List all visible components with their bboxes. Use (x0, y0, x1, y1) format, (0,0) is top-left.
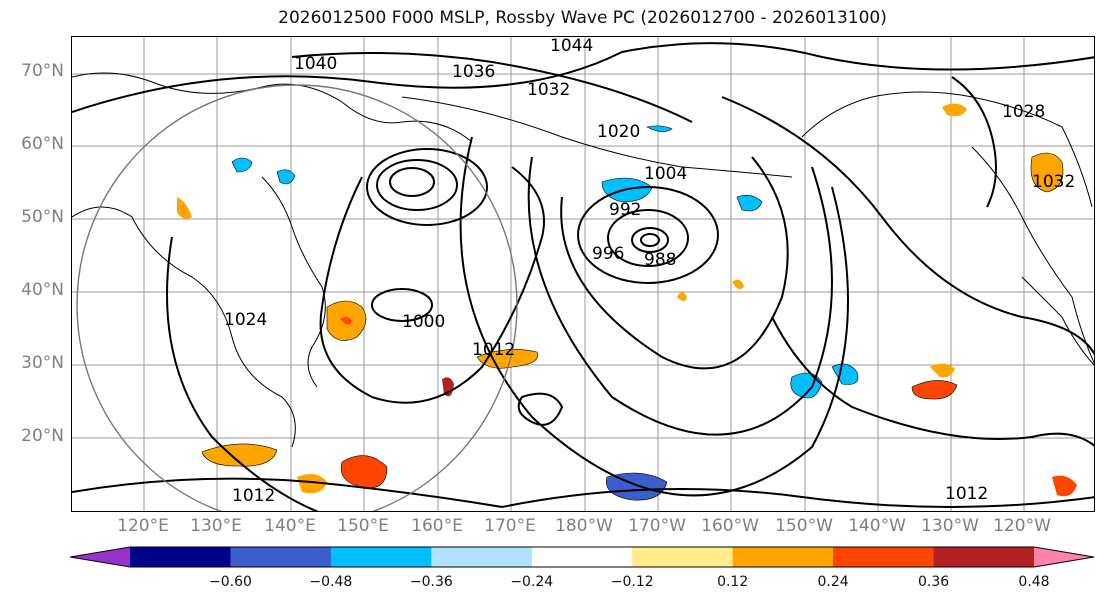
colorbar-tick-label: 0.12 (717, 574, 749, 590)
colorbar-segment (330, 547, 432, 567)
colorbar-segment (130, 547, 231, 567)
isobar-label: 988 (644, 250, 676, 270)
lon-label: 140°E (264, 516, 316, 536)
colorbar-tick-label: −0.12 (610, 574, 654, 590)
lat-label: 40°N (21, 280, 64, 300)
isobar-label: 1004 (644, 164, 687, 184)
colorbar-segment (933, 547, 1035, 567)
lat-label: 70°N (21, 61, 64, 81)
anomaly-shading (177, 103, 1077, 501)
colorbar-tick-label: −0.60 (208, 574, 252, 590)
colorbar-tick-label: 0.48 (1018, 574, 1050, 590)
isobar-label: 1032 (527, 80, 570, 100)
reference-ring (76, 84, 518, 511)
colorbar-tick-label: −0.24 (510, 574, 554, 590)
map-canvas: 1044 1040 1036 1032 1020 1004 992 988 99… (72, 37, 1094, 511)
lon-label: 140°W (848, 516, 906, 536)
lon-label: 150°E (337, 516, 389, 536)
lon-label: 120°E (117, 516, 169, 536)
lon-label: 160°E (411, 516, 463, 536)
coastlines (72, 72, 1094, 448)
colorbar-tick-label: −0.36 (409, 574, 453, 590)
colorbar-extend-high (1034, 547, 1094, 567)
isobar-label: 1024 (224, 310, 267, 330)
colorbar-segment (732, 547, 834, 567)
isobar-label: 1044 (550, 37, 593, 56)
lat-label: 50°N (21, 207, 64, 227)
lon-label: 170°E (484, 516, 536, 536)
lon-label: 150°W (775, 516, 833, 536)
colorbar-extend-low (70, 547, 130, 567)
colorbar-segment (531, 547, 633, 567)
lon-label: 130°E (190, 516, 242, 536)
isobar-label: 1036 (452, 62, 495, 82)
colorbar-tick-label: −0.48 (309, 574, 353, 590)
map-panel: 1044 1040 1036 1032 1020 1004 992 988 99… (71, 36, 1095, 512)
colorbar (70, 546, 1095, 568)
isobar-label: 1012 (472, 340, 515, 360)
map-title: 2026012500 F000 MSLP, Rossby Wave PC (20… (278, 8, 887, 28)
isobar-label: 996 (592, 244, 624, 264)
isobars (72, 42, 1094, 511)
graticule (72, 37, 1094, 511)
lon-label: 130°W (921, 516, 979, 536)
colorbar-segment (431, 547, 533, 567)
isobar-label: 1020 (597, 122, 640, 142)
lat-label: 20°N (21, 426, 64, 446)
lon-label: 170°W (628, 516, 686, 536)
isobar-label: 1012 (945, 484, 988, 504)
lon-label: 180°W (555, 516, 613, 536)
isobar-label: 1012 (232, 486, 275, 506)
lat-label: 60°N (21, 134, 64, 154)
colorbar-segment (230, 547, 332, 567)
isobar-label: 1040 (294, 54, 337, 74)
isobar-label-group: 1044 1040 1036 1032 1020 1004 992 988 99… (224, 37, 1075, 506)
lon-label: 160°W (701, 516, 759, 536)
lon-label: 120°W (993, 516, 1051, 536)
isobar-label: 992 (609, 200, 641, 220)
lat-label: 30°N (21, 353, 64, 373)
colorbar-tick-label: 0.36 (917, 574, 950, 590)
colorbar-segment (632, 547, 734, 567)
colorbar-tick-label: 0.24 (817, 574, 849, 590)
isobar-label: 1032 (1032, 172, 1075, 192)
colorbar-segments (70, 547, 1094, 567)
isobar-label: 1000 (402, 312, 445, 332)
isobar-label: 1028 (1002, 102, 1045, 122)
colorbar-outline (70, 546, 1095, 568)
colorbar-segment (833, 547, 935, 567)
